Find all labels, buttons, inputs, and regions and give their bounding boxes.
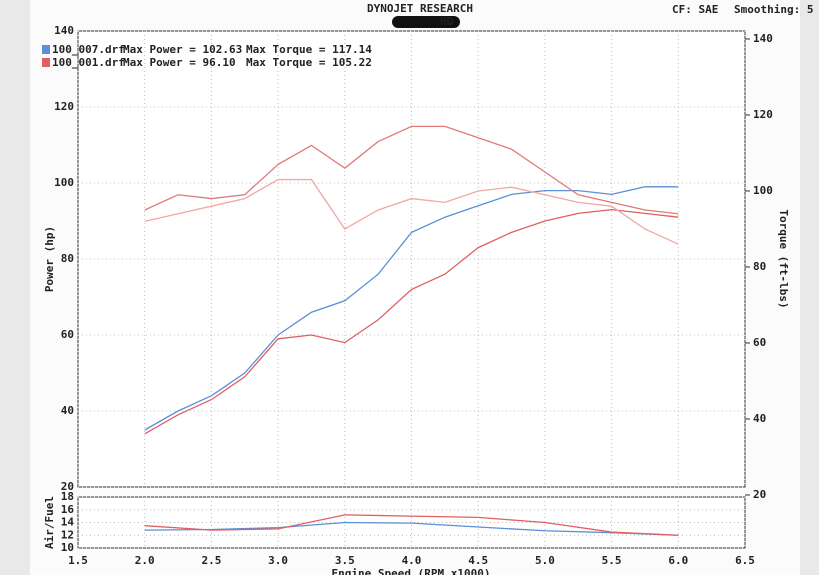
y-tick-label: 18 (61, 490, 74, 503)
legend-max-power: Max Power = 96.10 (123, 56, 236, 69)
series-line (144, 521, 679, 536)
series-line (144, 186, 679, 431)
y-tick-label: 14 (61, 516, 75, 529)
x-tick-label: 6.5 (735, 554, 755, 567)
x-tick-label: 4.5 (468, 554, 488, 567)
y-axis-title: Power (hp) (43, 226, 56, 292)
x-tick-label: 5.0 (535, 554, 555, 567)
y-tick-label: 40 (61, 404, 74, 417)
y2-tick-label: 60 (753, 336, 766, 349)
series-line (144, 514, 679, 536)
y-tick-label: 20 (61, 480, 74, 493)
y2-tick-label: 80 (753, 260, 766, 273)
y-tick-label: 140 (54, 24, 74, 37)
legend-name: 100_001.drf (52, 56, 125, 69)
legend-name: 100_007.drf (52, 43, 125, 56)
x-tick-label: 6.0 (668, 554, 688, 567)
y-tick-label: 100 (54, 176, 74, 189)
series-line (144, 178, 679, 245)
smoothing: Smoothing: 5 (734, 3, 813, 16)
y2-axis-title: Torque (ft-lbs) (777, 209, 790, 308)
y-tick-label: 16 (61, 503, 75, 516)
y2-tick-label: 140 (753, 32, 773, 45)
subtitle: HD (440, 15, 454, 28)
x-tick-label: 3.5 (335, 554, 355, 567)
y-tick-label: 60 (61, 328, 74, 341)
y-tick-label: 120 (54, 100, 74, 113)
legend-max-torque: Max Torque = 117.14 (246, 43, 372, 56)
series-line (144, 125, 679, 215)
cf: CF: SAE (672, 3, 718, 16)
y-tick-label: 10 (61, 541, 74, 554)
legend-swatch (42, 58, 50, 67)
title: DYNOJET RESEARCH (367, 2, 473, 15)
x-axis-title: Engine Speed (RPM x1000) (332, 567, 491, 575)
x-tick-label: 4.0 (402, 554, 422, 567)
y-tick-label: 80 (61, 252, 74, 265)
legend-swatch (42, 45, 50, 54)
series-line (144, 208, 679, 435)
x-tick-label: 2.5 (201, 554, 221, 567)
y2-tick-label: 40 (753, 412, 766, 425)
y2-tick-label: 100 (753, 184, 773, 197)
x-tick-label: 2.0 (135, 554, 155, 567)
legend-max-power: Max Power = 102.63 (123, 43, 242, 56)
x-tick-label: 1.5 (68, 554, 88, 567)
legend-max-torque: Max Torque = 105.22 (246, 56, 372, 69)
y2-tick-label: 120 (753, 108, 773, 121)
y-axis-title: Air/Fuel (43, 496, 56, 549)
y-tick-label: 12 (61, 528, 74, 541)
x-tick-label: 5.5 (602, 554, 622, 567)
x-tick-label: 3.0 (268, 554, 288, 567)
y2-tick-label: 20 (753, 488, 766, 501)
redaction (392, 16, 460, 28)
